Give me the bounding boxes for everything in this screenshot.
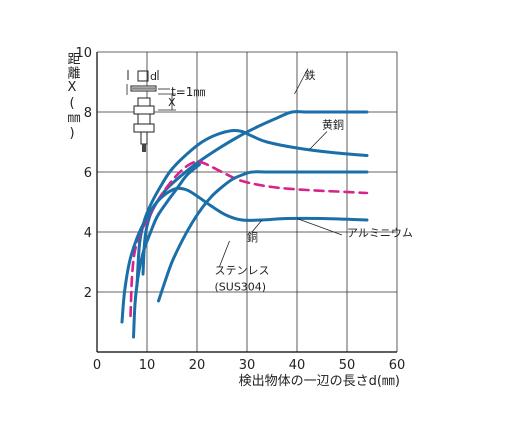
sensor-nut-2	[133, 123, 155, 133]
x-tick-label: 50	[339, 358, 356, 373]
leader-line-4	[219, 240, 230, 267]
leader-line-0	[294, 68, 309, 95]
series-label-1: 黄銅	[322, 118, 344, 132]
tick-labels: 0 10 20 30 40 50 60 2 4 6 8 10	[75, 46, 405, 373]
y-tick-label: 4	[84, 226, 92, 241]
x-axis-title: 検出物体の一辺の長さd(㎜)	[239, 374, 400, 389]
x-label: X	[168, 96, 176, 109]
sensor-cable	[140, 131, 148, 145]
x-tick-label: 20	[189, 358, 206, 373]
sensor-body	[137, 113, 151, 125]
leader-line-2	[251, 219, 263, 233]
series-label-5: (SUS304)	[215, 281, 267, 294]
y-tick-label: 6	[84, 166, 92, 181]
x-tick-label: 30	[239, 358, 256, 373]
x-tick-label: 40	[289, 358, 306, 373]
series-line-4	[157, 170, 369, 303]
thickness-label: t=1㎜	[171, 85, 205, 99]
target-square	[137, 70, 149, 82]
y-tick-label: 8	[84, 106, 92, 121]
sensor-cable-end	[142, 144, 146, 152]
x-tick-label: 10	[139, 358, 156, 373]
leader-line-3	[296, 218, 343, 236]
series-layer	[120, 110, 369, 339]
x-tick-label: 60	[389, 358, 406, 373]
d-label: d	[150, 70, 157, 83]
sensor-head	[137, 97, 151, 107]
sensor-nut-1	[133, 105, 155, 115]
y-tick-label: 2	[84, 286, 92, 301]
sensor-diagram-icon: d t=1㎜ X	[126, 70, 205, 152]
series-label-4: ステンレス	[215, 264, 270, 277]
x-tick-label: 0	[93, 358, 101, 373]
series-line-5	[132, 163, 201, 339]
leader-line-1	[309, 131, 328, 150]
axes	[96, 52, 397, 353]
series-label-0: 鉄	[305, 68, 316, 82]
series-line-1	[135, 128, 369, 288]
series-label-3: アルミニウム	[347, 227, 413, 240]
y-axis-title: 距離X(㎜)	[65, 52, 81, 142]
series-label-2: 銅	[247, 230, 258, 244]
y-tick-label: 10	[75, 46, 92, 61]
grid	[97, 51, 398, 352]
series-line-3	[120, 186, 369, 324]
